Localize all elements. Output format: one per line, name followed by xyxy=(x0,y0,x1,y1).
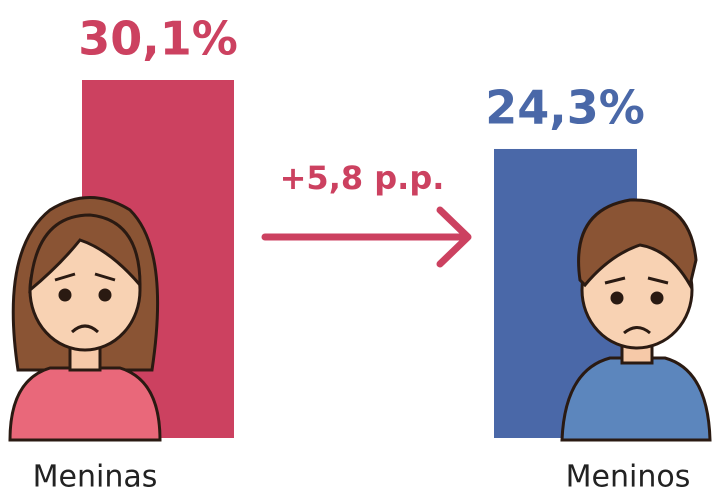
value-label: 30,1% xyxy=(78,12,238,66)
annotation: +5,8 p.p. xyxy=(280,159,445,197)
arrow-head xyxy=(436,206,472,268)
category-label: Meninas xyxy=(33,460,158,495)
value-label: 24,3% xyxy=(485,80,645,134)
boy-illustration xyxy=(560,198,712,442)
girl-illustration xyxy=(8,196,162,442)
category-label: Meninos xyxy=(566,460,691,495)
